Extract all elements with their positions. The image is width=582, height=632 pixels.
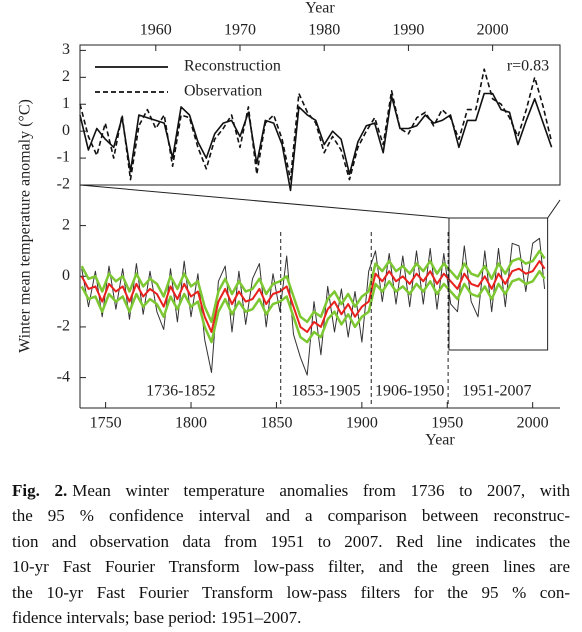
caption: Fig. 2. Mean winter temperature anomalies…	[12, 478, 570, 630]
x-tick-label: 1960	[140, 22, 172, 39]
annotation: r=0.83	[507, 58, 549, 75]
x-axis-title: Year	[425, 432, 455, 449]
x-tick-label: 1950	[431, 415, 463, 432]
y-tick-label: 0	[62, 267, 70, 284]
y-axis-title: Winter mean temperature anomaly (°C)	[17, 99, 34, 353]
data-line	[81, 237, 546, 376]
period-label: 1951-2007	[462, 383, 531, 400]
caption-line: the 10-yr Fast Fourier Transform low-pas…	[12, 582, 570, 602]
period-label: 1906-1950	[375, 383, 444, 400]
zoom-connector	[547, 199, 561, 219]
y-tick-label: -1	[57, 149, 70, 166]
data-line	[79, 68, 553, 181]
y-tick-label: -2	[57, 318, 70, 335]
caption-line: fidence intervals; base period: 1951–200…	[12, 608, 302, 628]
data-line	[80, 260, 546, 333]
y-tick-label: 2	[62, 68, 70, 85]
y-tick-label: -2	[57, 176, 70, 193]
x-tick-label: 1850	[260, 415, 292, 432]
y-tick-label: 0	[62, 122, 70, 139]
x-axis-title: Year	[305, 0, 335, 17]
x-tick-label: 1900	[346, 415, 378, 432]
figure: Year Year Winter mean temperature anomal…	[17, 0, 561, 449]
y-tick-label: 2	[62, 216, 70, 233]
x-tick-label: 2000	[477, 22, 509, 39]
period-label: 1853-1905	[291, 383, 360, 400]
y-tick-label: -4	[57, 368, 70, 385]
zoom-connector	[79, 184, 450, 219]
x-tick-label: 1750	[90, 415, 122, 432]
x-tick-label: 1980	[308, 22, 340, 39]
data-line	[80, 249, 546, 324]
period-label: 1736-1852	[146, 383, 215, 400]
caption-label: Fig. 2.	[12, 481, 68, 500]
y-tick-label: 3	[62, 41, 70, 58]
x-tick-label: 2000	[517, 415, 549, 432]
data-line	[79, 92, 553, 192]
x-tick-label: 1800	[175, 415, 207, 432]
plot-frame	[79, 44, 561, 186]
x-tick-label: 1970	[224, 22, 256, 39]
caption-line: the 95 % confidence interval and a compa…	[12, 506, 570, 526]
caption-line: 10-yr Fast Fourier Transform low-pass fi…	[12, 557, 570, 577]
legend-label: Reconstruction	[184, 58, 281, 75]
data-line	[80, 269, 546, 344]
caption-line: Fig. 2. Mean winter temperature anomalies…	[12, 478, 570, 503]
y-tick-label: 1	[62, 95, 70, 112]
caption-line: tion and observation data from 1951 to 2…	[12, 531, 570, 551]
x-tick-label: 1990	[392, 22, 424, 39]
zoom-box	[448, 217, 549, 351]
legend-label: Observation	[184, 83, 262, 100]
caption-text: Mean winter temperature anomalies from 1…	[72, 481, 570, 500]
